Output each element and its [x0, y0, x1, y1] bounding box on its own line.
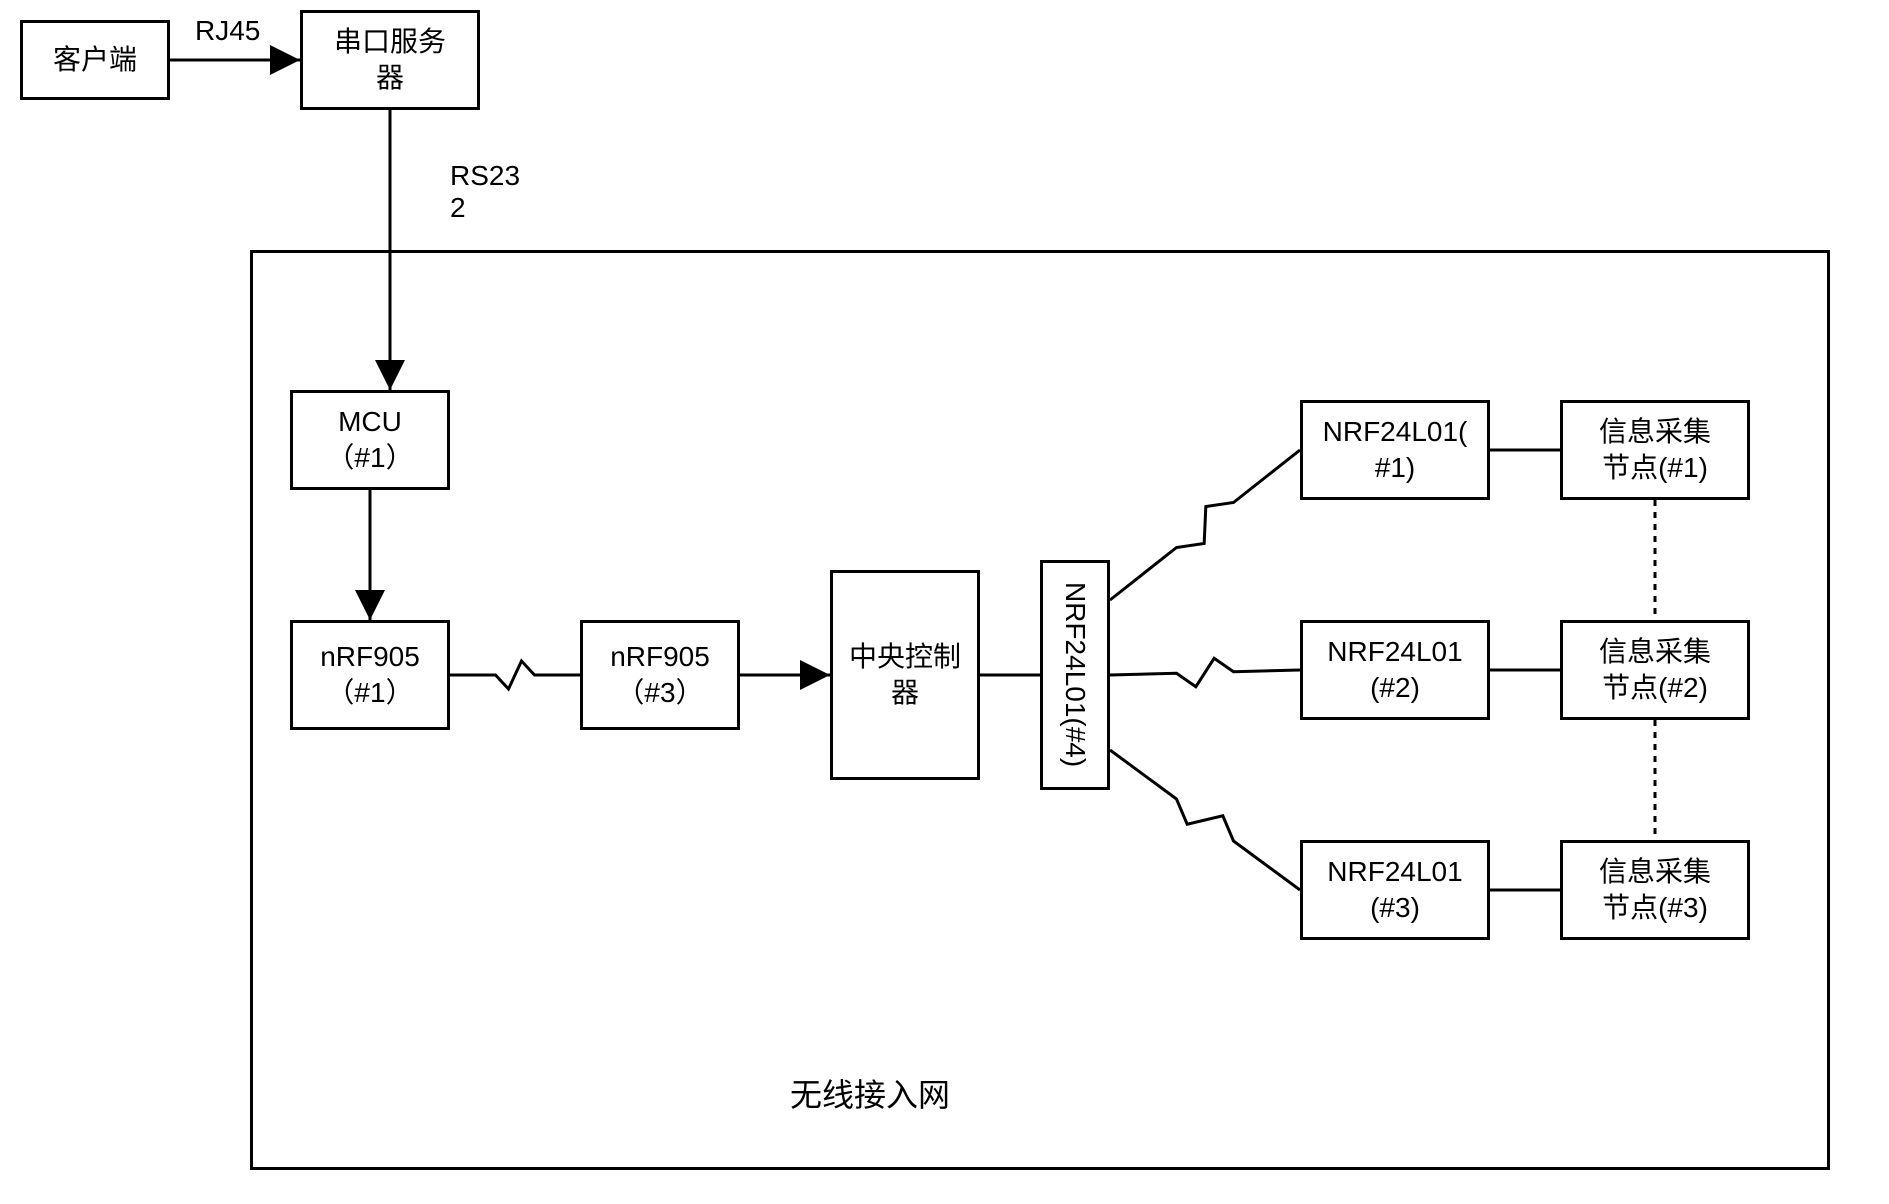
info-node-1-box: 信息采集节点(#1)	[1560, 400, 1750, 500]
container-label: 无线接入网	[790, 1070, 950, 1116]
nrf905-1-text: nRF905（#1）	[320, 639, 420, 712]
nrf24l01-4-box: NRF24L01(#4)	[1040, 560, 1110, 790]
central-text: 中央控制器	[849, 639, 961, 712]
nrf905-3-box: nRF905（#3）	[580, 620, 740, 730]
info2-text: 信息采集节点(#2)	[1599, 634, 1711, 707]
nrf24-1-text: NRF24L01(#1)	[1323, 414, 1468, 487]
mcu1-box: MCU（#1）	[290, 390, 450, 490]
mcu1-text: MCU（#1）	[326, 404, 413, 477]
rj45-label: RJ45	[195, 15, 260, 47]
nrf24l01-3-box: NRF24L01(#3)	[1300, 840, 1490, 940]
nrf24l01-2-box: NRF24L01(#2)	[1300, 620, 1490, 720]
info1-text: 信息采集节点(#1)	[1599, 414, 1711, 487]
nrf24l01-1-box: NRF24L01(#1)	[1300, 400, 1490, 500]
nrf24-4-text: NRF24L01(#4)	[1057, 582, 1093, 767]
client-text: 客户端	[53, 42, 137, 78]
serial-text: 串口服务器	[334, 24, 446, 97]
client-box: 客户端	[20, 20, 170, 100]
info-node-2-box: 信息采集节点(#2)	[1560, 620, 1750, 720]
nrf24-3-text: NRF24L01(#3)	[1327, 854, 1462, 927]
nrf24-2-text: NRF24L01(#2)	[1327, 634, 1462, 707]
info3-text: 信息采集节点(#3)	[1599, 854, 1711, 927]
nrf905-1-box: nRF905（#1）	[290, 620, 450, 730]
nrf905-3-text: nRF905（#3）	[610, 639, 710, 712]
serial-server-box: 串口服务器	[300, 10, 480, 110]
central-controller-box: 中央控制器	[830, 570, 980, 780]
rs232-label: RS232	[450, 160, 520, 224]
info-node-3-box: 信息采集节点(#3)	[1560, 840, 1750, 940]
